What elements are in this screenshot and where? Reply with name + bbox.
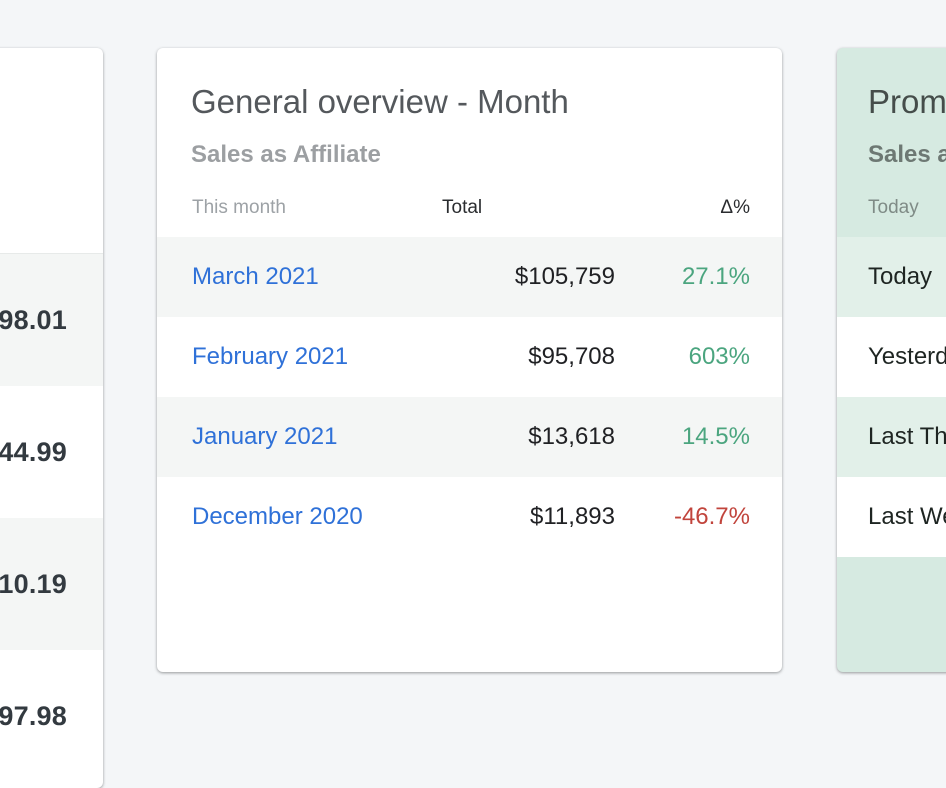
period-cell: Last Wednesday	[868, 503, 946, 530]
period-link[interactable]: December 2020	[192, 503, 363, 530]
table-row[interactable]: December 2020 $11,893 -46.7%	[157, 477, 782, 557]
table-row: 97.98	[0, 650, 103, 782]
column-header-period: Today	[868, 197, 919, 218]
table-row[interactable]: Yesterday	[837, 317, 946, 397]
dashboard-page: { "colors": { "page_background": "#f4f6f…	[0, 48, 946, 788]
left-card-header-space	[0, 48, 103, 253]
period-cell: Today	[868, 263, 933, 290]
period-cell: March 2021	[192, 263, 390, 291]
amount-value: 10.19	[0, 568, 67, 599]
table-row[interactable]: Last Thursday	[837, 397, 946, 477]
period-cell: January 2021	[192, 423, 390, 451]
column-header-period: This month	[192, 197, 286, 218]
amount-value: 98.01	[0, 304, 67, 335]
table-row[interactable]: Last Wednesday	[837, 477, 946, 557]
total-cell: $105,759	[514, 263, 615, 290]
period-cell: December 2020	[192, 503, 390, 531]
promotions-card: Promotions Sales as Affiliate Today Toda…	[837, 48, 946, 672]
left-partial-card: 98.01 44.99 10.19 97.98	[0, 48, 103, 788]
period-cell: February 2021	[192, 343, 390, 371]
table-row: 44.99	[0, 386, 103, 518]
total-cell: $11,893	[530, 503, 615, 530]
card-subtitle: Sales as Affiliate	[191, 141, 381, 168]
general-overview-card: General overview - Month Sales as Affili…	[157, 48, 782, 672]
total-cell: $13,618	[528, 423, 615, 450]
card-title: General overview - Month	[191, 83, 569, 120]
period-link[interactable]: January 2021	[192, 423, 338, 450]
card-subtitle: Sales as Affiliate	[868, 141, 946, 168]
left-card-rows: 98.01 44.99 10.19 97.98	[0, 253, 103, 782]
table-column-header: Today	[868, 197, 946, 219]
column-header-delta: Δ%	[720, 197, 750, 218]
table-column-header: This month Total Δ%	[192, 197, 750, 219]
period-cell: Yesterday	[868, 343, 946, 370]
delta-cell: 14.5%	[681, 423, 750, 450]
delta-cell: 603%	[688, 343, 750, 370]
period-link[interactable]: February 2021	[192, 343, 349, 370]
table-row[interactable]: January 2021 $13,618 14.5%	[157, 397, 782, 477]
table-row: 98.01	[0, 254, 103, 386]
column-header-total: Total	[442, 197, 483, 218]
delta-cell: -46.7%	[673, 503, 750, 530]
card-title: Promotions	[868, 83, 946, 120]
amount-value: 97.98	[0, 700, 67, 731]
period-link[interactable]: March 2021	[192, 263, 319, 290]
delta-cell: 27.1%	[681, 263, 750, 290]
table-row[interactable]: February 2021 $95,708 603%	[157, 317, 782, 397]
overview-table: March 2021 $105,759 27.1% February 2021 …	[157, 237, 782, 557]
table-row[interactable]: Today	[837, 237, 946, 317]
amount-value: 44.99	[0, 436, 67, 467]
table-row[interactable]: March 2021 $105,759 27.1%	[157, 237, 782, 317]
total-cell: $95,708	[528, 343, 615, 370]
table-row: 10.19	[0, 518, 103, 650]
period-cell: Last Thursday	[868, 423, 946, 450]
promotions-table: Today Yesterday Last Thursday Last Wedne…	[837, 237, 946, 557]
